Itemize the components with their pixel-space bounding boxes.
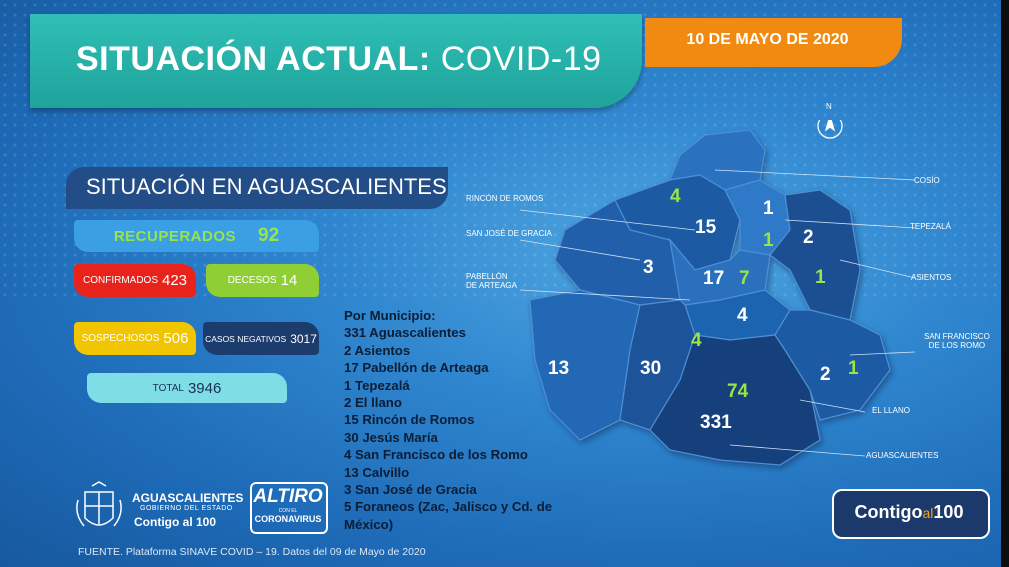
list-item: 2 Asientos (344, 342, 411, 358)
list-item: México) (344, 516, 394, 532)
map-label-rincon: RINCÓN DE ROMOS (466, 194, 544, 203)
title-banner (30, 14, 642, 108)
negativos-badge: CASOS NEGATIVOS 3017 (203, 322, 319, 355)
state-map (520, 120, 916, 466)
map-label-sanfrancisco: SAN FRANCISCO DE LOS ROMO (924, 332, 990, 350)
list-item: 1 Tepezalá (344, 377, 410, 393)
map-number: 13 (548, 358, 570, 379)
decesos-badge: DECESOS 14 (206, 264, 319, 297)
sospechosos-label: SOSPECHOSOS (81, 333, 160, 344)
altiro-logo-title: ALTIRO (253, 486, 323, 507)
map-number: 4 (737, 305, 748, 326)
contigo-al: al (922, 505, 934, 521)
recuperados-value: 92 (258, 225, 280, 246)
recuperados-badge: RECUPERADOS 92 (74, 220, 319, 252)
compass-label: N (826, 102, 832, 111)
map-number: 331 (700, 412, 732, 433)
sospechosos-value: 506 (163, 330, 189, 347)
map-number: 15 (695, 217, 717, 238)
section-title: SITUACIÓN EN AGUASCALIENTES (86, 174, 447, 199)
list-item: 331 Aguascalientes (344, 325, 466, 341)
list-item: 30 Jesús María (344, 429, 438, 445)
map-number: 74 (727, 381, 749, 402)
map-label-pabellon-1: PABELLÓN (466, 272, 508, 281)
gob-slogan: Contigo al 100 (134, 515, 217, 529)
confirmados-badge: CONFIRMADOS 423 (74, 264, 196, 297)
decesos-label: DECESOS (227, 275, 277, 286)
section-header (66, 167, 448, 209)
contigo-badge-text: Contigoal100 (836, 502, 982, 523)
list-item: 13 Calvillo (344, 464, 410, 480)
decesos-value: 14 (280, 272, 298, 289)
map-label-pabellon: PABELLÓN DE ARTEAGA (466, 272, 517, 290)
confirmados-label: CONFIRMADOS (82, 275, 158, 286)
list-item: 2 El llano (344, 395, 402, 411)
map-number: 1 (815, 267, 826, 288)
contigo-badge (832, 489, 990, 539)
map-label-cosio: COSÍO (914, 176, 940, 185)
map-number: 17 (703, 268, 725, 289)
municipio-list-title: Por Municipio: (344, 308, 436, 323)
map-label-aguas: AGUASCALIENTES (866, 451, 939, 460)
map-number: 1 (763, 230, 774, 251)
map-label-llano: EL LLANO (872, 406, 910, 415)
total-label: TOTAL (152, 382, 184, 394)
map-label-sanfrancisco-2: DE LOS ROMO (928, 341, 986, 350)
gob-name: AGUASCALIENTES (132, 491, 244, 505)
total-badge: TOTAL 3946 (87, 373, 287, 403)
map-number: 7 (739, 268, 750, 289)
map-label-tepezala: TEPEZALÁ (910, 222, 951, 231)
map-number: 4 (691, 330, 702, 351)
list-item: 4 San Francisco de los Romo (344, 447, 528, 463)
map-label-sanjose: SAN JOSÉ DE GRACIA (466, 229, 552, 238)
map-number: 4 (670, 186, 681, 207)
map-number: 1 (763, 198, 774, 219)
contigo-100: 100 (933, 502, 964, 522)
recuperados-label: RECUPERADOS (113, 227, 237, 245)
compass-icon (817, 120, 843, 139)
list-item: 3 San José de Gracia (344, 482, 477, 498)
altiro-logo-sub: CORONAVIRUS (254, 514, 322, 524)
map-number: 3 (643, 257, 654, 278)
total-value: 3946 (187, 379, 222, 397)
map-number: 2 (803, 227, 814, 248)
map-number: 1 (848, 358, 859, 379)
altiro-logo (250, 482, 328, 534)
sospechosos-badge: SOSPECHOSOS 506 (74, 322, 196, 355)
map-number: 30 (640, 358, 662, 379)
map-label-sanfrancisco-1: SAN FRANCISCO (924, 332, 990, 341)
contigo-word: Contigo (854, 502, 923, 522)
confirmados-value: 423 (161, 272, 188, 289)
date-label: 10 DE MAYO DE 2020 (686, 31, 849, 48)
map-label-asientos: ASIENTOS (911, 273, 952, 282)
date-banner (645, 18, 902, 67)
gob-subtitle: GOBIERNO DEL ESTADO (140, 505, 233, 512)
region-llano (774, 309, 891, 421)
list-item: 5 Foraneos (Zac, Jalisco y Cd. de (344, 499, 553, 515)
title-thin: COVID-19 (440, 40, 602, 78)
altiro-logo-small: CON EL (278, 508, 298, 514)
source-footnote: FUENTE. Plataforma SINAVE COVID – 19. Da… (78, 546, 426, 558)
map-number: 2 (820, 364, 831, 385)
municipio-list: Por Municipio: 331 Aguascalientes 2 Asie… (344, 307, 552, 533)
negativos-label: CASOS NEGATIVOS (205, 333, 287, 344)
region-aguascalientes (649, 334, 821, 466)
list-item: 15 Rincón de Romos (344, 412, 475, 428)
leader-lines (520, 169, 916, 457)
page-title: SITUACIÓN ACTUAL: COVID-19 (76, 40, 602, 79)
state-seal-icon (76, 481, 122, 527)
map-label-pabellon-2: DE ARTEAGA (466, 281, 517, 290)
title-bold: SITUACIÓN ACTUAL: (76, 40, 431, 78)
list-item: 17 Pabellón de Arteaga (344, 360, 489, 376)
negativos-value: 3017 (290, 331, 317, 346)
